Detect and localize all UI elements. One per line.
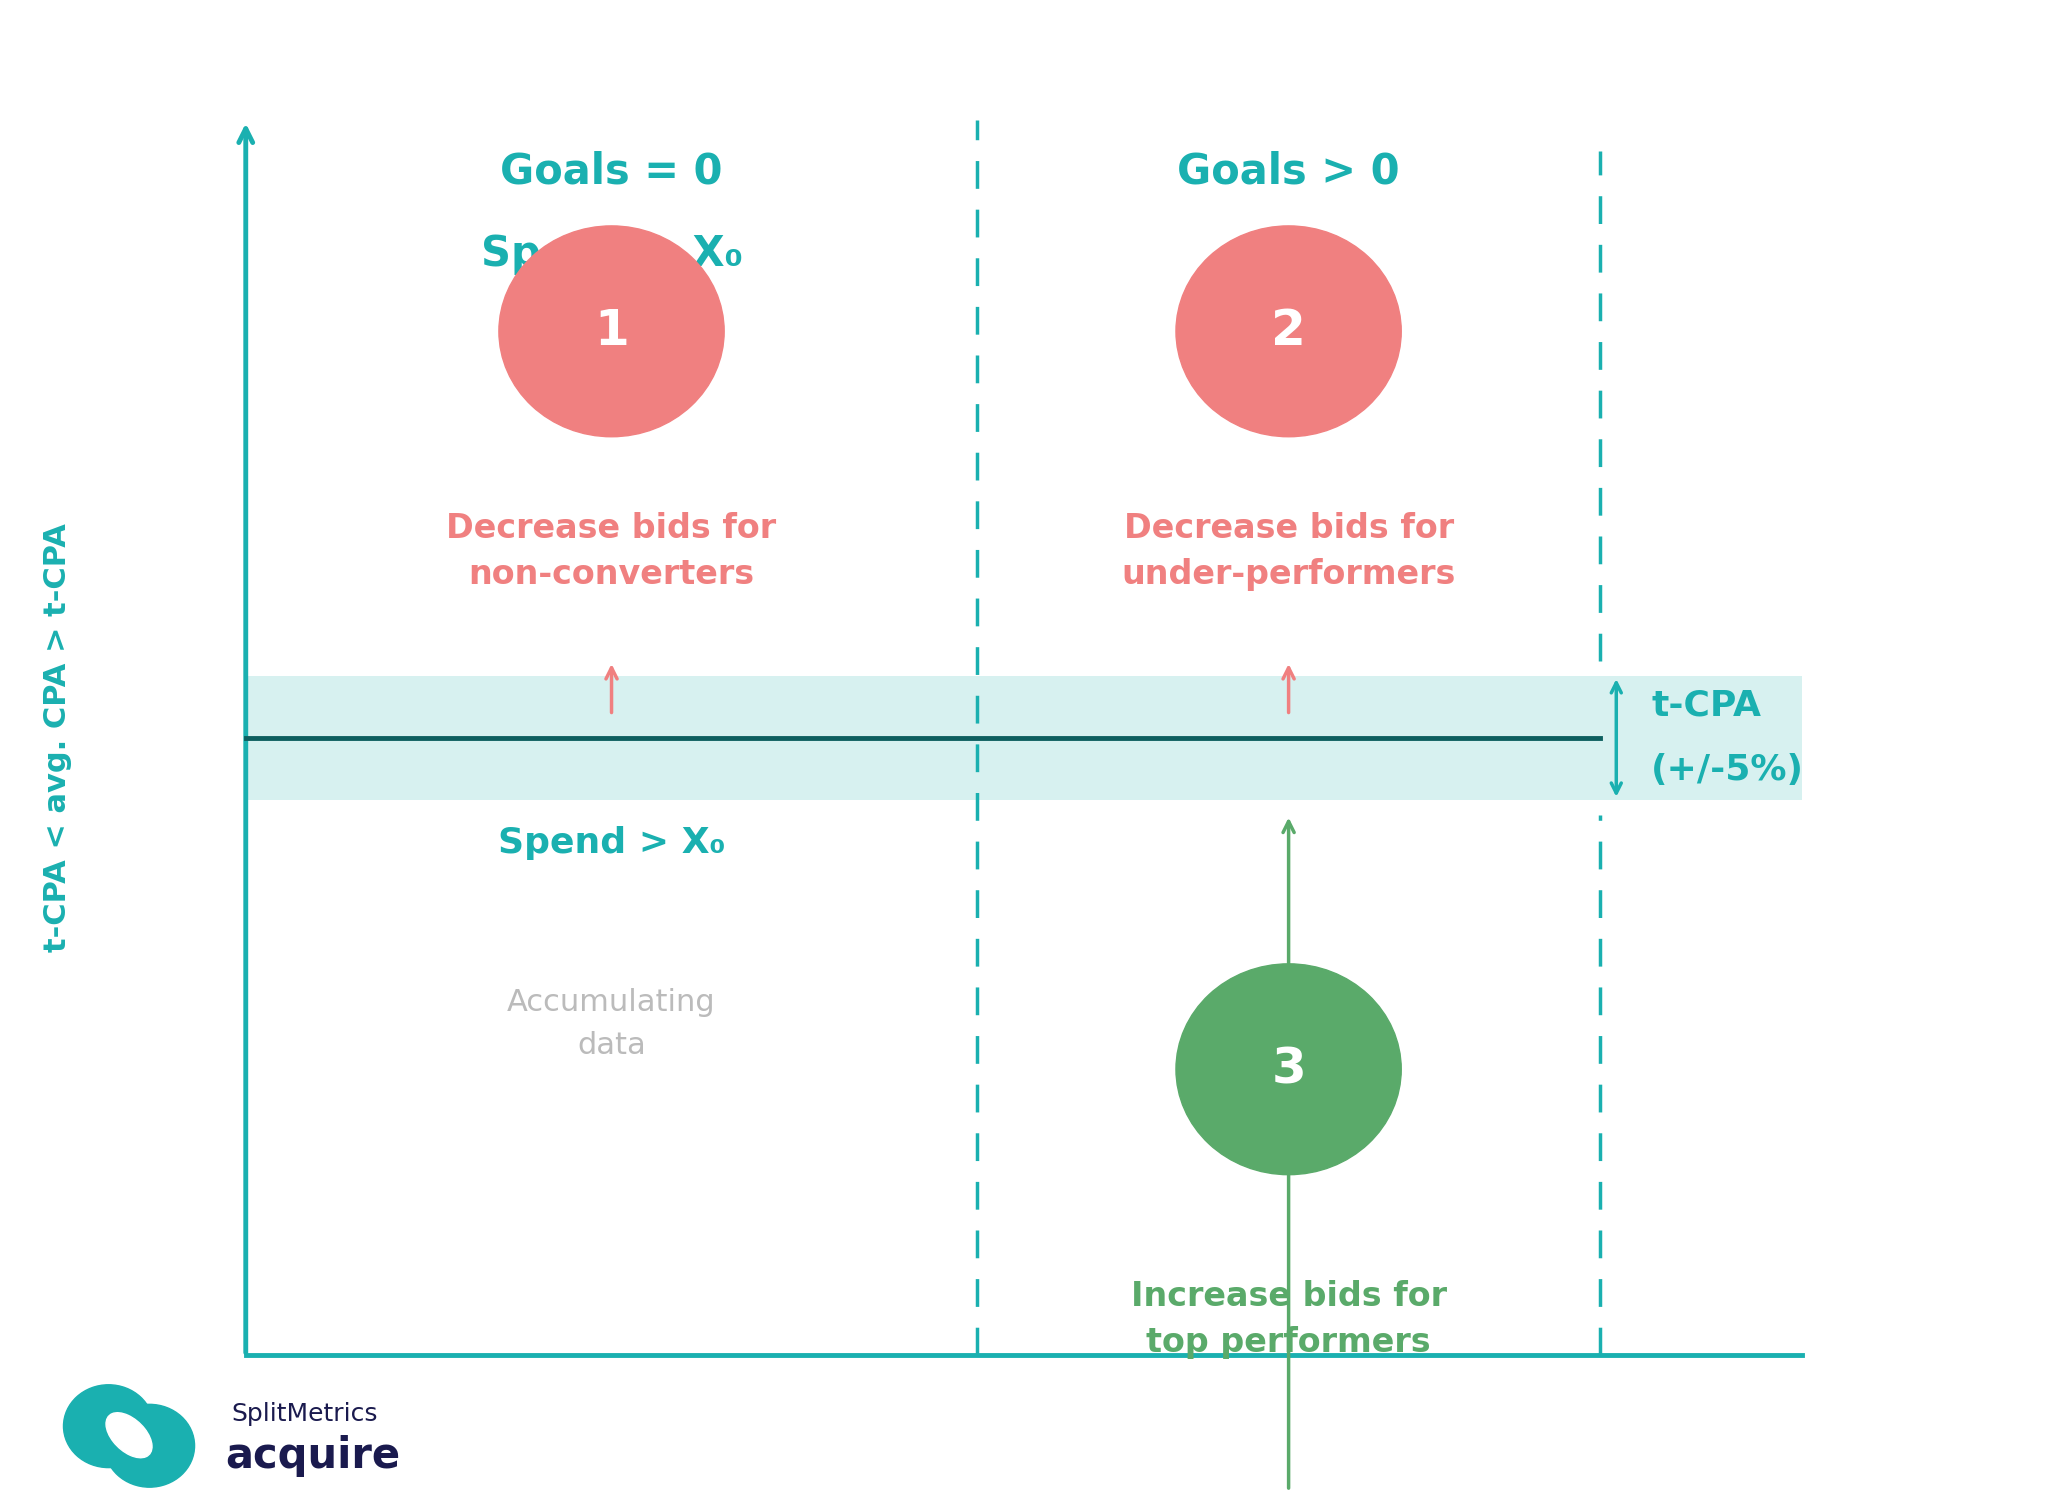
Text: t-CPA < avg. CPA > t-CPA: t-CPA < avg. CPA > t-CPA bbox=[43, 524, 72, 952]
Text: (+/-5%): (+/-5%) bbox=[1651, 753, 1804, 788]
Ellipse shape bbox=[104, 1404, 195, 1488]
Ellipse shape bbox=[500, 226, 725, 437]
Text: Spend > X₀: Spend > X₀ bbox=[498, 827, 725, 860]
Text: Decrease bids for
non-converters: Decrease bids for non-converters bbox=[446, 512, 776, 590]
Text: Goals = 0: Goals = 0 bbox=[500, 151, 723, 193]
Text: Increase bids for
top performers: Increase bids for top performers bbox=[1130, 1280, 1446, 1358]
Ellipse shape bbox=[106, 1413, 152, 1458]
Text: SplitMetrics: SplitMetrics bbox=[231, 1402, 379, 1426]
Text: t-CPA: t-CPA bbox=[1651, 688, 1761, 723]
Bar bbox=[246, 676, 1802, 800]
Text: Accumulating
data: Accumulating data bbox=[508, 988, 717, 1060]
Text: 1: 1 bbox=[594, 307, 629, 355]
Text: Decrease bids for
under-performers: Decrease bids for under-performers bbox=[1122, 512, 1456, 590]
Text: acquire: acquire bbox=[225, 1435, 401, 1477]
Ellipse shape bbox=[1176, 964, 1401, 1175]
Text: Goals > 0: Goals > 0 bbox=[1178, 151, 1401, 193]
Text: Spend > X₀: Spend > X₀ bbox=[481, 233, 743, 276]
Ellipse shape bbox=[1176, 226, 1401, 437]
Text: 3: 3 bbox=[1272, 1045, 1307, 1093]
Ellipse shape bbox=[63, 1386, 154, 1467]
Text: 2: 2 bbox=[1272, 307, 1307, 355]
